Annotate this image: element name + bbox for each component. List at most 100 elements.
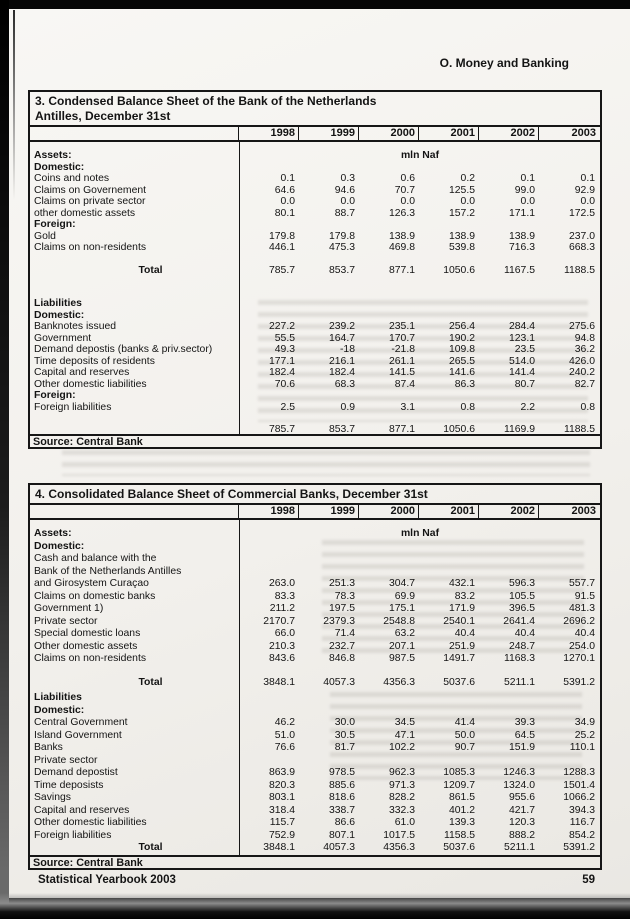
- value-cell: 138.9: [508, 230, 535, 242]
- table-row: Claims on domestic banks 83.3 78.3 69.9 83.2…: [30, 591, 600, 604]
- value-cell: 1209.7: [443, 779, 475, 791]
- value-cell: 80.7: [514, 378, 535, 390]
- value-cell: 2696.2: [563, 615, 595, 627]
- value-cell: 86.6: [334, 817, 355, 828]
- table-row: Domestic:: [30, 310, 600, 322]
- row-label: Claims on Governement: [34, 184, 147, 196]
- value-cell: 94.8: [574, 332, 595, 344]
- row-label: Time deposits of residents: [34, 355, 155, 367]
- row-label: Coins and notes: [34, 173, 110, 184]
- value-cell: 141.5: [388, 367, 415, 378]
- chapter-header: O. Money and Banking: [439, 56, 569, 70]
- value-cell: 284.4: [508, 321, 535, 332]
- value-cell: 0.0: [520, 196, 535, 207]
- row-label: Special domestic loans: [34, 628, 141, 639]
- value-cell: 105.5: [508, 590, 535, 602]
- table-row: Private sector: [30, 755, 600, 768]
- value-cell: 61.0: [394, 817, 415, 828]
- table-source: Source: Central Bank: [30, 434, 600, 448]
- value-cell: 2170.7: [263, 615, 295, 627]
- value-cell: 23.5: [514, 344, 535, 355]
- row-label: Domestic:: [34, 161, 85, 173]
- year-column-header: 1999: [299, 127, 359, 140]
- value-cell: 1167.5: [503, 264, 535, 276]
- value-cell: 828.2: [388, 792, 415, 803]
- table-body: Assets: mln Naf Domestic: Coins and notes 0.…: [30, 142, 600, 434]
- table-row: Bank of the Netherlands Antilles: [30, 566, 600, 579]
- row-label: Total: [138, 842, 163, 853]
- value-cell: 63.2: [394, 628, 415, 639]
- row-label: Claims on non-residents: [34, 242, 147, 253]
- row-spacer: [30, 520, 600, 528]
- paper-background: [8, 8, 630, 898]
- table-title: 4. Consolidated Balance Sheet of Commerc…: [30, 485, 600, 503]
- table-body: Assets: mln Naf Domestic: Cash and balance …: [30, 520, 600, 855]
- value-cell: 432.1: [448, 578, 475, 589]
- row-label: Domestic:: [34, 309, 85, 321]
- value-cell: 125.5: [448, 184, 475, 196]
- value-cell: 177.1: [268, 355, 295, 367]
- value-cell: 1017.5: [383, 829, 415, 841]
- table-row: Cash and balance with the: [30, 553, 600, 566]
- unit-label: mln Naf: [400, 150, 440, 161]
- value-cell: 240.2: [568, 367, 595, 378]
- value-cell: 4356.3: [383, 676, 415, 688]
- table-source: Source: Central Bank: [30, 855, 600, 869]
- year-column-header: 2002: [479, 505, 539, 518]
- row-label: [30, 424, 239, 434]
- value-cell: 170.7: [388, 332, 415, 344]
- value-cell: 1188.5: [563, 264, 595, 276]
- value-cell: 51.0: [274, 729, 295, 741]
- table-condensed-balance-sheet: 3. Condensed Balance Sheet of the Bank o…: [28, 90, 602, 449]
- row-label: Total: [138, 676, 163, 688]
- value-cell: 1491.7: [443, 653, 475, 664]
- row-spacer: [30, 276, 600, 298]
- table-title-line: 4. Consolidated Balance Sheet of Commerc…: [35, 487, 428, 501]
- value-cell: 30.5: [334, 729, 355, 741]
- table-row: Other domestic assets 210.3 232.7 207.1 251.…: [30, 641, 600, 654]
- value-cell: 83.3: [274, 590, 295, 602]
- table-row: and Girosystem Curaçao 263.0 251.3 304.7 432…: [30, 578, 600, 591]
- value-cell: 0.9: [340, 401, 355, 413]
- value-cell: 40.4: [574, 628, 595, 639]
- value-cell: 481.3: [568, 603, 595, 614]
- value-cell: 115.7: [269, 817, 295, 828]
- table-row: Government 55.5 164.7 170.7 190.2 123.1 94.8: [30, 333, 600, 345]
- value-cell: 2540.1: [443, 615, 475, 627]
- value-cell: 785.7: [268, 424, 295, 434]
- value-cell: 81.7: [334, 742, 355, 753]
- table-row: Demand depostist 863.9 978.5 962.3 1085.3 124…: [30, 767, 600, 780]
- value-cell: 446.1: [268, 242, 295, 253]
- value-cell: 251.9: [448, 640, 475, 652]
- value-cell: 210.3: [268, 640, 295, 652]
- value-cell: 2641.4: [503, 615, 535, 627]
- value-cell: 172.5: [568, 207, 595, 219]
- table-row: Time deposits of residents 177.1 216.1 261.…: [30, 356, 600, 368]
- row-label: Claims on domestic banks: [34, 590, 156, 602]
- table-row: Claims on non-residents 446.1 475.3 469.8 53…: [30, 242, 600, 254]
- value-cell: 34.9: [574, 717, 595, 728]
- value-cell: 785.7: [268, 264, 295, 276]
- year-column-header: 2000: [359, 127, 419, 140]
- table-row: Demand depostis (banks & priv.sector) 49.…: [30, 344, 600, 356]
- row-label: Assets:: [34, 528, 72, 539]
- table-row: Private sector 2170.7 2379.3 2548.8 2540.1 26…: [30, 616, 600, 629]
- value-cell: 0.0: [340, 196, 355, 207]
- value-cell: 3.1: [400, 401, 415, 413]
- value-cell: 88.7: [334, 207, 355, 219]
- value-cell: 3848.1: [263, 676, 295, 688]
- value-cell: 4356.3: [383, 842, 415, 853]
- table-row: Assets: mln Naf: [30, 150, 600, 162]
- row-label: Banks: [34, 742, 63, 753]
- value-cell: 120.3: [508, 817, 535, 828]
- value-cell: 971.3: [388, 779, 415, 791]
- value-cell: 888.2: [508, 829, 535, 841]
- value-cell: 216.1: [328, 355, 355, 367]
- value-cell: 557.7: [568, 578, 595, 589]
- value-cell: 239.2: [328, 321, 355, 332]
- value-cell: 164.7: [328, 332, 355, 344]
- value-cell: 0.1: [520, 173, 535, 184]
- table-row: Foreign liabilities 752.9 807.1 1017.5 1158.…: [30, 830, 600, 843]
- row-label: Claims on private sector: [34, 196, 146, 207]
- value-cell: 102.2: [388, 742, 415, 753]
